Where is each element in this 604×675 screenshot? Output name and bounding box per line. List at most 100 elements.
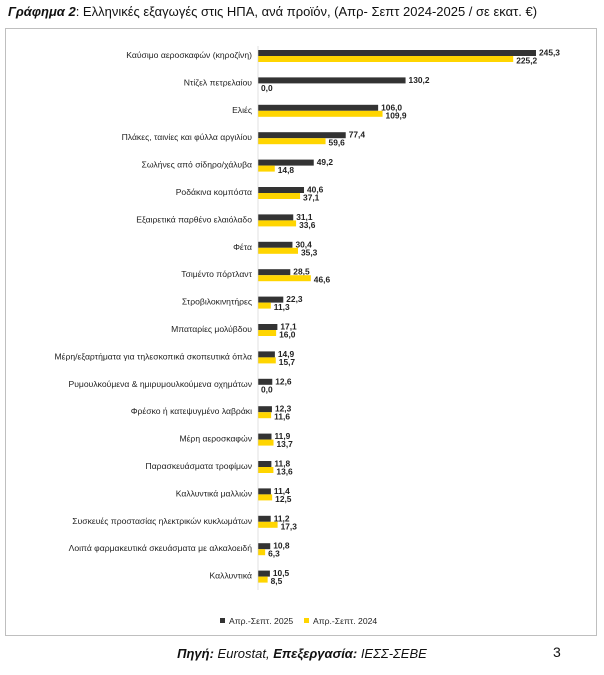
chart-title-text: : Ελληνικές εξαγωγές στις ΗΠΑ, ανά προϊό… [75, 4, 538, 19]
bar-2025 [258, 50, 536, 56]
source-value: Eurostat, [213, 646, 274, 661]
category-label: Πλάκες, ταινίες και φύλλα αργιλίου [122, 132, 253, 142]
value-label-2025: 12,3 [275, 404, 292, 414]
value-label-2024: 17,3 [281, 521, 298, 531]
value-label-2025: 31,1 [296, 212, 313, 222]
bar-2025 [258, 187, 305, 193]
value-label-2024: 13,7 [277, 439, 294, 449]
value-label-2024: 225,2 [516, 56, 537, 66]
bar-2024 [258, 275, 311, 282]
bar-2025 [258, 296, 284, 303]
value-label-2024: 33,6 [299, 220, 316, 230]
page-number: 3 [553, 644, 561, 660]
value-label-2025: 130,2 [409, 75, 430, 85]
bar-2024 [258, 56, 514, 62]
value-label-2024: 12,5 [275, 494, 292, 504]
value-label-2024: 13,6 [276, 467, 293, 477]
value-label-2025: 10,5 [273, 568, 290, 578]
value-label-2025: 17,1 [280, 322, 297, 332]
value-label-2025: 30,4 [295, 239, 312, 249]
source-note: Πηγή: Eurostat, Επεξεργασία: ΙΕΣΣ-ΣΕΒΕ [0, 646, 604, 661]
value-label-2025: 245,3 [539, 48, 560, 58]
bar-2025 [258, 241, 293, 248]
bar-2024 [258, 110, 383, 117]
category-label: Ελιές [232, 105, 252, 115]
category-label: Συσκευές προστασίας ηλεκτρικών κυκλωμάτω… [72, 516, 252, 526]
bar-2024 [258, 439, 274, 446]
value-label-2025: 11,2 [274, 513, 290, 523]
value-label-2024: 14,8 [278, 165, 295, 175]
value-label-2025: 11,8 [274, 459, 290, 469]
category-label: Εξαιρετικά παρθένο ελαιόλαδο [136, 214, 252, 224]
value-label-2024: 0,0 [261, 83, 273, 93]
category-label: Στροβιλοκινητήρες [182, 297, 252, 307]
category-label: Μέρη αεροσκαφών [179, 434, 252, 444]
bar-2025 [258, 378, 273, 385]
bar-2025 [258, 104, 379, 111]
value-label-2024: 0,0 [261, 384, 273, 394]
value-label-2024: 11,6 [274, 412, 290, 422]
bar-2024 [258, 549, 266, 556]
category-label: Τσιμέντο πόρτλαντ [181, 269, 252, 279]
bar-2024 [258, 357, 276, 364]
legend-label-2024: Απρ.-Σεπτ. 2024 [313, 616, 377, 626]
bar-2025 [258, 406, 272, 413]
category-label: Ροδάκινα κομπόστα [176, 187, 252, 197]
bar-2025 [258, 570, 270, 577]
bar-2025 [258, 269, 291, 276]
category-label: Ρυμουλκούμενα & ημιρυμουλκούμενα οχημάτω… [69, 379, 253, 389]
chart-frame: Καύσιμο αεροσκαφών (κηροζίνη) 245,3 225,2 Ν… [5, 28, 597, 636]
bar-2025 [258, 324, 278, 330]
bar-2025 [258, 543, 271, 550]
category-label: Παρασκευάσματα τροφίμων [146, 461, 253, 471]
bar-2024 [258, 247, 299, 254]
bar-2025 [258, 515, 271, 522]
legend-swatch-2025 [220, 618, 225, 623]
value-label-2025: 12,6 [275, 376, 292, 386]
category-label: Καλλυντικά [210, 571, 252, 581]
category-label: Φέτα [233, 242, 252, 252]
legend-label-2025: Απρ.-Σεπτ. 2025 [229, 616, 293, 626]
value-label-2025: 14,9 [278, 349, 295, 359]
category-label: Μέρη/εξαρτήματα για τηλεσκοπικά σκοπευτι… [54, 351, 252, 361]
category-label: Ντίζελ πετρελαίου [184, 77, 253, 87]
category-label: Λοιπά φαρμακευτικά σκευάσματα με αλκαλοε… [69, 543, 253, 553]
category-label: Σωλήνες από σίδηρο/χάλυβα [142, 160, 252, 170]
bar-2024 [258, 220, 297, 227]
value-label-2024: 59,6 [329, 138, 346, 148]
bar-2025 [258, 351, 275, 358]
bar-2025 [258, 433, 272, 440]
bar-2025 [258, 77, 406, 84]
value-label-2025: 40,6 [307, 185, 324, 195]
bar-2025 [258, 214, 294, 221]
category-label: Φρέσκο ή κατεψυγμένο λαβράκι [131, 406, 252, 416]
value-label-2025: 28,5 [293, 267, 310, 277]
category-label: Μπαταρίες μολύβδου [171, 324, 252, 334]
value-label-2025: 22,3 [286, 294, 303, 304]
value-label-2024: 35,3 [301, 247, 318, 257]
bar-2025 [258, 159, 314, 166]
value-label-2024: 46,6 [314, 275, 331, 285]
value-label-2025: 49,2 [317, 157, 334, 167]
value-label-2024: 11,3 [274, 302, 290, 312]
chart-title: Γράφημα 2: Ελληνικές εξαγωγές στις ΗΠΑ, … [8, 4, 598, 19]
legend-swatch-2024 [304, 618, 309, 623]
bar-2025 [258, 132, 346, 139]
category-label: Καλλυντικά μαλλιών [176, 488, 252, 498]
chart-title-label: Γράφημα 2 [8, 4, 76, 19]
value-label-2024: 16,0 [279, 330, 296, 340]
value-label-2024: 15,7 [279, 357, 296, 367]
value-label-2025: 11,9 [274, 431, 290, 441]
processing-label: Επεξεργασία: [273, 646, 358, 661]
value-label-2025: 11,4 [274, 486, 290, 496]
category-label: Καύσιμο αεροσκαφών (κηροζίνη) [126, 50, 252, 60]
source-label: Πηγή: [177, 646, 214, 661]
value-label-2024: 37,1 [303, 193, 320, 203]
bar-2024 [258, 330, 277, 336]
value-label-2024: 6,3 [268, 549, 280, 559]
value-label-2024: 8,5 [271, 576, 283, 586]
processing-value: ΙΕΣΣ-ΣΕΒΕ [357, 646, 427, 661]
bar-2025 [258, 461, 272, 467]
bar-2024 [258, 165, 275, 172]
